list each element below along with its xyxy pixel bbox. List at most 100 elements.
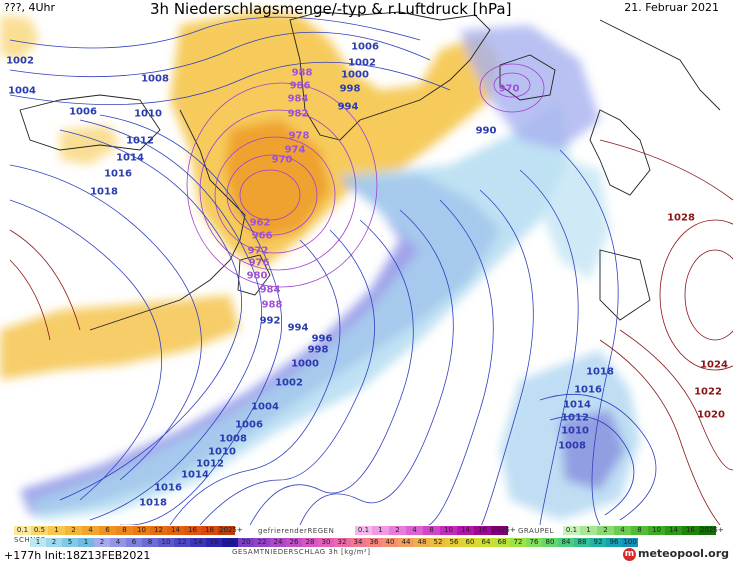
- legend-cell: 2025+: [491, 526, 516, 535]
- iberia-coast: [599, 249, 651, 321]
- legend-cell: 68: [494, 538, 510, 547]
- legend-cell: 4: [406, 526, 423, 535]
- legend-total-label: GESAMTNIEDERSCHLAG 3h [kg/m²]: [232, 548, 371, 556]
- isobar-label: 1018: [586, 366, 614, 378]
- legend-cell: 14: [167, 526, 184, 535]
- legend-graupel-scale: 0.1 1 2 4 8 10 14 16 2025+: [563, 526, 724, 536]
- precipitation-map: [0, 10, 733, 525]
- snow-area-nw: [60, 125, 120, 165]
- isobar-label: 972: [247, 245, 269, 257]
- legend-cell: 1: [78, 538, 94, 547]
- legend-cell: 2: [94, 538, 110, 547]
- legend-cell: 80: [542, 538, 558, 547]
- rain-band-wide: [30, 100, 570, 520]
- run-info: +177h Init:18Z13FEB2021: [4, 549, 151, 562]
- isobar-label: 1008: [219, 433, 247, 445]
- legend-cell: 16: [206, 538, 222, 547]
- legend-cell: 0.1: [563, 526, 580, 535]
- legend-cell: 72: [510, 538, 526, 547]
- legend-cell: 8: [116, 526, 133, 535]
- legend-cell: 2: [389, 526, 406, 535]
- coastlines: [19, 11, 721, 331]
- isobar-label: 984: [287, 93, 309, 105]
- legend-cell: 2: [65, 526, 82, 535]
- isobars-normal: [9, 16, 657, 525]
- legend-cell: 0.5: [31, 526, 48, 535]
- legend-cell: 16: [184, 526, 201, 535]
- legend-graupel-label: GRAUPEL: [518, 527, 554, 535]
- legend-cell: 24: [270, 538, 286, 547]
- isobar-label: 1016: [104, 168, 132, 180]
- legend-cell: 48: [414, 538, 430, 547]
- legend-cell: 92: [590, 538, 606, 547]
- labrador-coast: [89, 109, 246, 331]
- map-title: 3h Niederschlagsmenge/-typ & r.Luftdruck…: [150, 0, 512, 18]
- valid-weekday-label: ???, 4Uhr: [4, 1, 56, 14]
- legend-cell: 0.1: [14, 526, 31, 535]
- isobar-label: 994: [337, 101, 359, 113]
- isobar-label: 990: [475, 125, 497, 137]
- isobar-label: 970: [271, 154, 293, 166]
- legend-cell: 10: [133, 526, 150, 535]
- legend-cell: 1: [30, 538, 46, 547]
- legend-cell: 0.1: [355, 526, 372, 535]
- legend-cell: 40: [382, 538, 398, 547]
- snow-area-west: [0, 295, 240, 380]
- isobar-label: 1018: [139, 497, 167, 509]
- legend-cell: 1: [48, 526, 65, 535]
- isobar-label: 1018: [90, 186, 118, 198]
- isobar-label: 1002: [275, 377, 303, 389]
- isobar-label: 1010: [561, 425, 589, 437]
- logo-text: meteopool.org: [638, 547, 729, 560]
- isobar-label: 1016: [574, 384, 602, 396]
- legend-cell: 2025+: [699, 526, 724, 535]
- legend-cell: 10: [648, 526, 665, 535]
- legend-freezing-rain-label: gefrierenderREGEN: [258, 527, 335, 535]
- legend-cell: 96: [606, 538, 622, 547]
- legend-cell: 76: [526, 538, 542, 547]
- legend-cell: 4: [82, 526, 99, 535]
- isobar-label: 1010: [134, 108, 162, 120]
- snow-area-topleft: [0, 15, 40, 60]
- legend-cell: 32: [334, 538, 350, 547]
- greenland-coast: [289, 11, 491, 141]
- isobars: [9, 16, 733, 525]
- legend-cell: 88: [574, 538, 590, 547]
- isobar-label: 1004: [8, 85, 36, 97]
- legend-cell: 20: [238, 538, 254, 547]
- isobar-label: 1020: [697, 409, 725, 421]
- meteopool-logo[interactable]: m meteopool.org: [623, 547, 729, 561]
- legend-cell: 100: [622, 538, 638, 547]
- isobar-label: 1006: [351, 41, 379, 53]
- isobar-label: 982: [287, 108, 309, 120]
- legend-cell: 14: [665, 526, 682, 535]
- legend-cell: 2: [46, 538, 62, 547]
- isobar-label: 1012: [126, 135, 154, 147]
- legend-cell: 4: [614, 526, 631, 535]
- legend-total-scale: 1 2 5 1 2 4 6 8 10 12 14 16 18 20 22 24 26 28 30 32 34 36 40 44…: [30, 538, 638, 548]
- snow-area-core: [225, 120, 330, 240]
- isobar-label: 1000: [341, 69, 369, 81]
- iceland-coast: [499, 54, 556, 101]
- isobar-label: 1022: [694, 386, 722, 398]
- isobar-label: 1002: [6, 55, 34, 67]
- isobar-label: 978: [288, 130, 310, 142]
- legend-cell: 4: [110, 538, 126, 547]
- legend-cell: 8: [423, 526, 440, 535]
- isobar-label: 1014: [563, 399, 591, 411]
- isobar-label: 1004: [251, 401, 279, 413]
- legend-cell: 26: [286, 538, 302, 547]
- legend-cell: 1: [580, 526, 597, 535]
- rain-area-south-core: [560, 410, 625, 490]
- isobar-label: 1014: [116, 152, 144, 164]
- legend-cell: 60: [462, 538, 478, 547]
- legend-cell: 14: [457, 526, 474, 535]
- legend-cell: 52: [430, 538, 446, 547]
- isobar-label: 998: [307, 344, 329, 356]
- legend-cell: 8: [142, 538, 158, 547]
- isobar-label: 1012: [196, 458, 224, 470]
- legend-cell: 28: [302, 538, 318, 547]
- legend-cell: 16: [474, 526, 491, 535]
- arctic-islands-coast: [19, 94, 161, 151]
